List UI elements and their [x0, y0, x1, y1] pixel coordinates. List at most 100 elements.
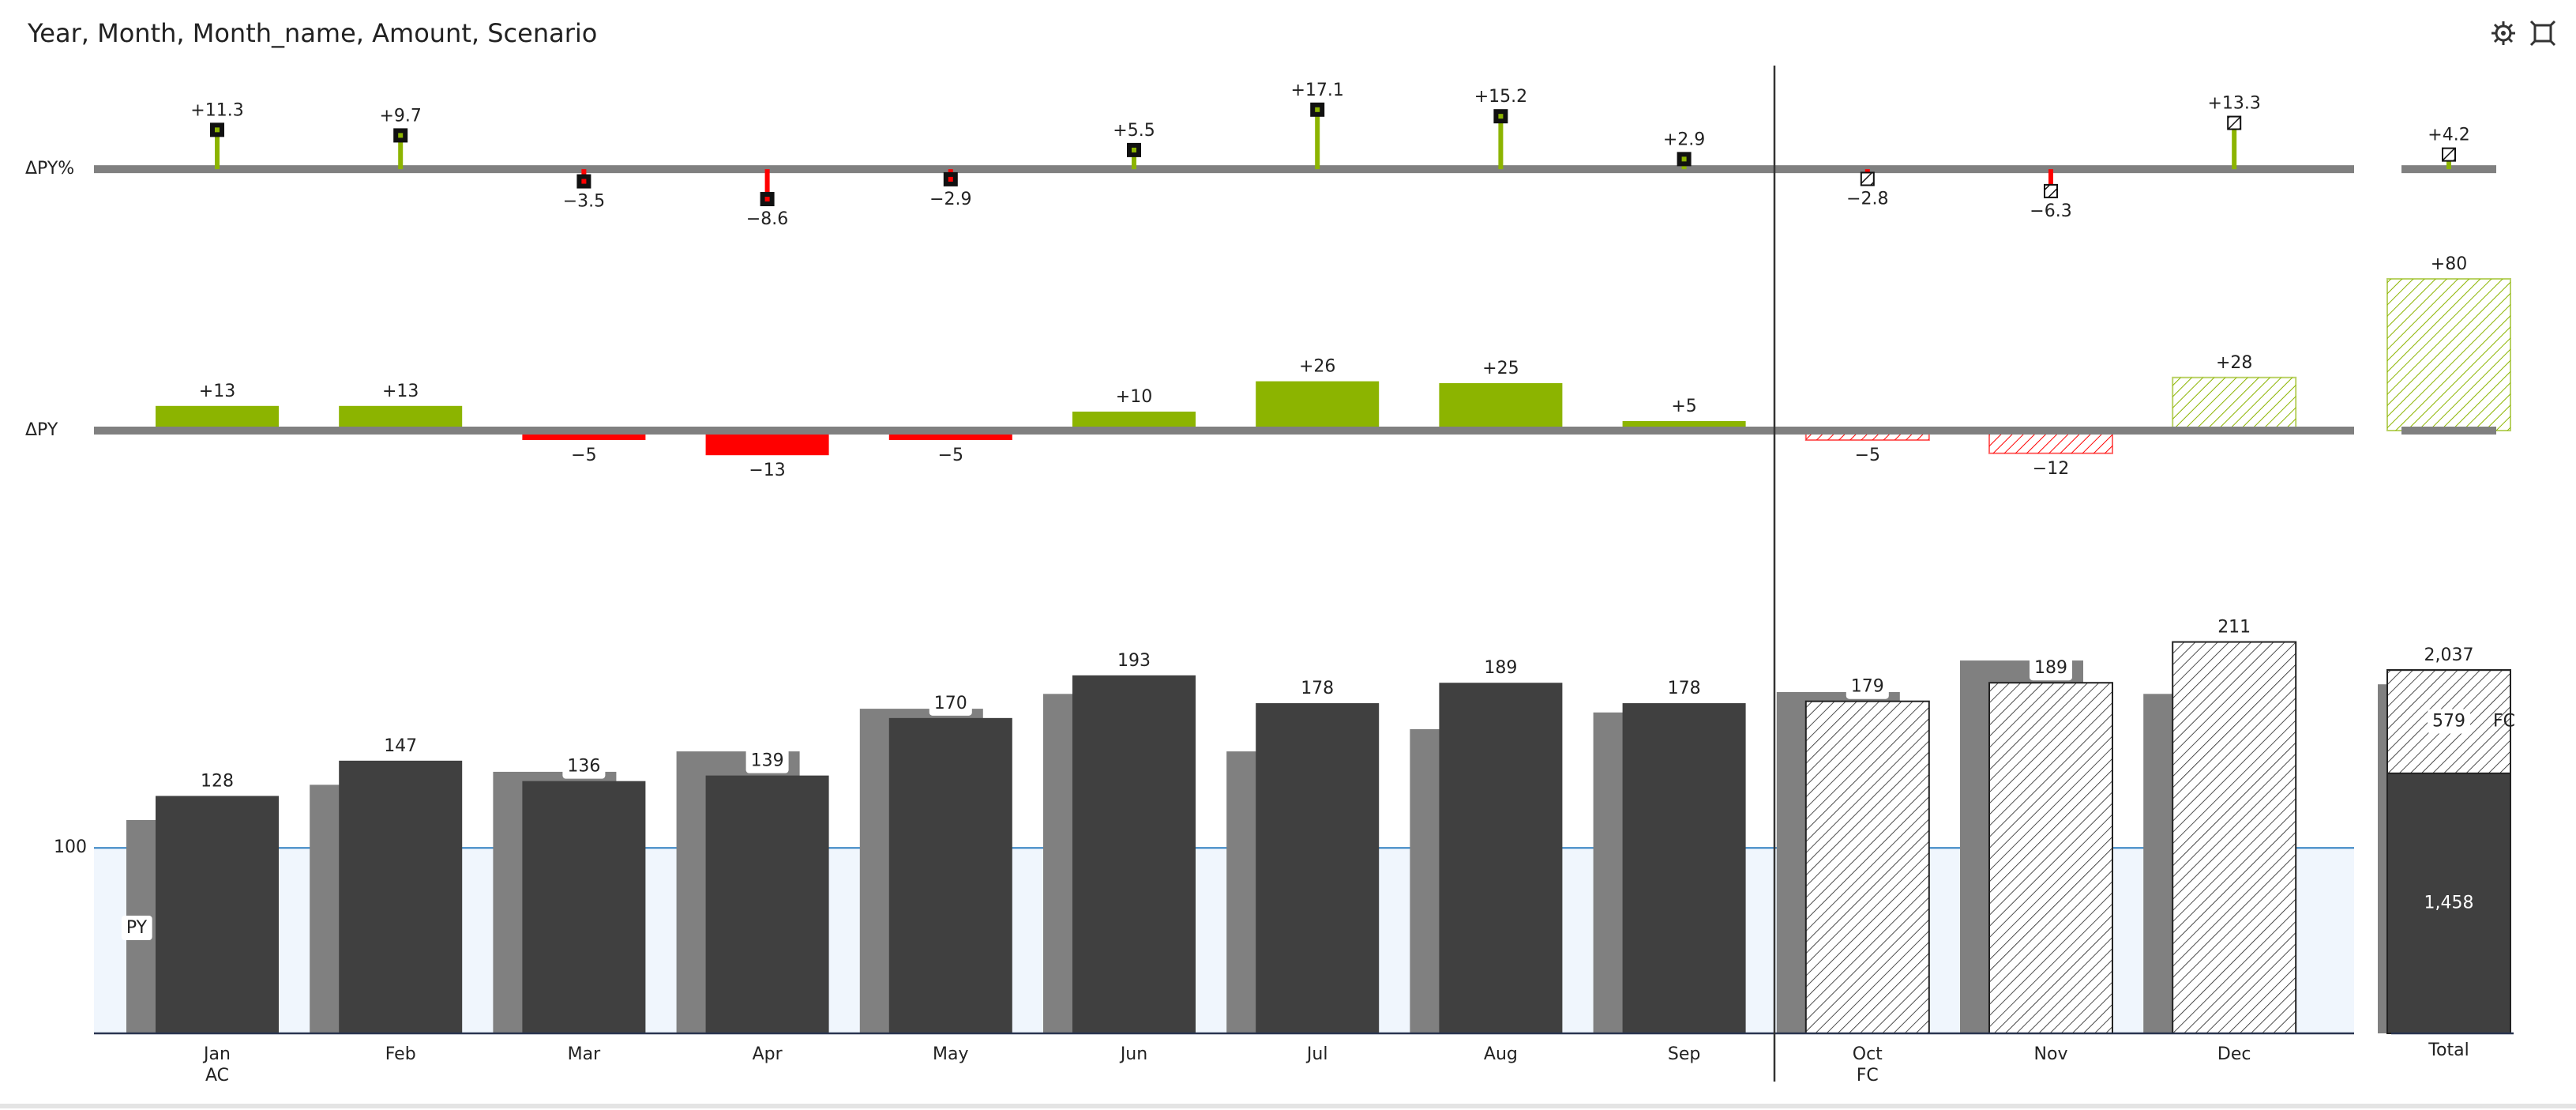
- delta-bar: [156, 405, 279, 431]
- x-tick-label: Jun: [1119, 1044, 1147, 1064]
- value-label: −5: [1855, 446, 1880, 465]
- pin-dot: [1498, 114, 1504, 119]
- pin-stem: [2232, 122, 2237, 170]
- settings-icon[interactable]: [2492, 21, 2515, 45]
- delta-bar: [1256, 381, 1380, 431]
- pin-stem: [764, 169, 770, 200]
- label-box: [2030, 656, 2072, 681]
- pin-dot: [1315, 107, 1320, 112]
- pin-head: [1860, 171, 1875, 186]
- value-label: +9.7: [379, 106, 421, 126]
- label-box: [2428, 709, 2470, 734]
- value-label: 178: [1668, 679, 1701, 698]
- icon-corners[interactable]: [2529, 20, 2556, 47]
- ac-bar: [1439, 683, 1563, 1033]
- value-label: +13.3: [2207, 94, 2260, 114]
- value-label: +4.2: [2428, 126, 2469, 145]
- value-label: +13: [382, 382, 419, 401]
- pin-stem: [215, 130, 220, 170]
- ac-bar: [522, 781, 646, 1033]
- label-box: [1662, 676, 1706, 702]
- pin-dot: [1132, 147, 1136, 152]
- delta-bar: [2172, 376, 2297, 431]
- x-tick-label: Aug: [1484, 1044, 1518, 1064]
- value-label: +26: [1299, 357, 1335, 377]
- pin-stem: [2446, 154, 2451, 170]
- x-tick-label: Sep: [1668, 1044, 1700, 1064]
- delta-bar: [339, 405, 463, 431]
- icon-frame[interactable]: [2533, 24, 2552, 43]
- delta-bar: [705, 431, 829, 456]
- fc-bar: [1988, 682, 2113, 1035]
- icon-spokes[interactable]: [2492, 21, 2515, 45]
- x-tick-label: Nov: [2034, 1044, 2068, 1064]
- ac-bar: [1622, 703, 1746, 1033]
- scenario-label: AC: [205, 1066, 229, 1086]
- label-box: [1113, 648, 1155, 673]
- x-tick-label: Dec: [2217, 1044, 2251, 1064]
- value-label: +5.5: [1113, 121, 1155, 141]
- ac-bar: [339, 760, 463, 1033]
- pin-stem: [398, 135, 404, 170]
- pin-stem: [1132, 149, 1136, 170]
- total-label: 2,037: [2424, 645, 2474, 665]
- x-tick-label: Apr: [753, 1044, 783, 1064]
- value-label: 178: [1301, 679, 1334, 698]
- value-label: −5: [938, 446, 963, 465]
- segment-label: 1,458: [2424, 893, 2474, 912]
- x-tick-label: Total: [2428, 1040, 2469, 1060]
- scenario-label: FC: [1857, 1066, 1879, 1086]
- value-label: 179: [1851, 677, 1884, 697]
- pin-stem: [1315, 109, 1320, 170]
- pin-head: [2044, 183, 2058, 198]
- x-tick-label: Feb: [385, 1044, 416, 1064]
- fc-bar: [2172, 641, 2297, 1035]
- py-label: PY: [126, 918, 148, 938]
- label-box: [2213, 615, 2256, 640]
- icon-dot[interactable]: [2501, 31, 2506, 36]
- label-box: [1296, 676, 1339, 702]
- value-label: +28: [2216, 353, 2252, 373]
- value-label: −2.9: [929, 190, 971, 209]
- x-tick-label: Jul: [1305, 1044, 1328, 1064]
- segment-name: FC: [2493, 711, 2515, 731]
- label-box: [1479, 656, 1523, 681]
- value-label: 211: [2217, 618, 2251, 638]
- pin-dot: [581, 179, 587, 184]
- value-label: 136: [567, 757, 600, 777]
- segment-label: 579: [2432, 711, 2465, 731]
- fc-bar: [1804, 700, 1930, 1034]
- panel-label: ΔPY%: [25, 159, 74, 179]
- ac-bar: [156, 796, 279, 1033]
- pin-dot: [1681, 156, 1687, 162]
- value-label: 128: [201, 771, 234, 791]
- value-label: +13: [199, 382, 235, 401]
- icon-ring[interactable]: [2495, 24, 2512, 42]
- value-label: −12: [2033, 459, 2069, 479]
- value-label: +25: [1482, 359, 1519, 378]
- delta-bar: [2386, 278, 2511, 431]
- value-label: +5: [1671, 397, 1696, 416]
- ac-bar: [1072, 675, 1196, 1033]
- value-label: −3.5: [563, 192, 605, 212]
- x-tick-label: Jan: [202, 1044, 231, 1064]
- value-label: −6.3: [2030, 201, 2071, 221]
- value-label: +2.9: [1663, 130, 1705, 149]
- baseline: [94, 427, 2354, 435]
- x-tick-label: Mar: [568, 1044, 601, 1064]
- value-label: +17.1: [1290, 81, 1343, 100]
- value-label: −13: [749, 461, 785, 480]
- total-segment: [2387, 773, 2510, 1033]
- value-label: 189: [2034, 658, 2067, 678]
- value-label: +15.2: [1474, 87, 1527, 107]
- pin-stem: [2048, 169, 2053, 191]
- delta-bar: [1439, 383, 1563, 431]
- value-label: −8.6: [746, 209, 788, 229]
- pin-dot: [215, 127, 220, 133]
- focus-icon[interactable]: [2529, 20, 2556, 47]
- value-label: 170: [934, 694, 967, 713]
- panel-label: ΔPY: [25, 420, 58, 440]
- value-label: 147: [384, 736, 417, 756]
- pin-stem: [1498, 116, 1504, 170]
